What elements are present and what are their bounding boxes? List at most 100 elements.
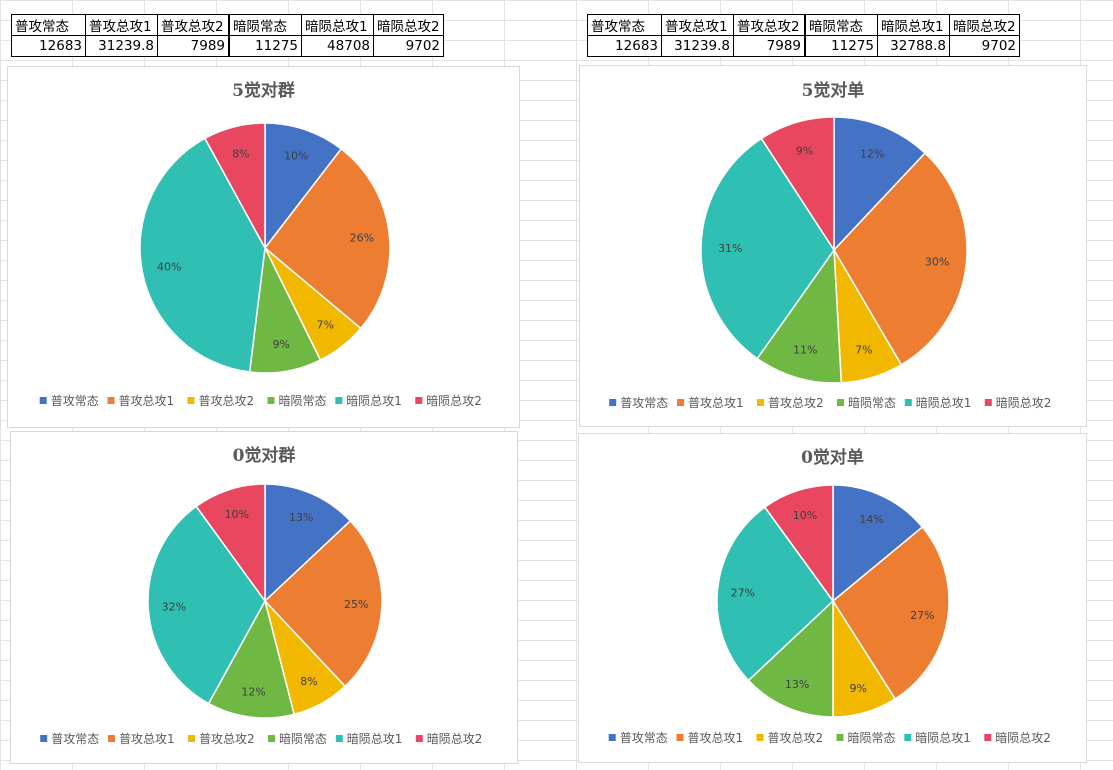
pie-slice-1[interactable]	[833, 116, 927, 252]
slice-data-label: 7%	[855, 343, 872, 356]
value-cell[interactable]: 31239.8	[85, 35, 158, 57]
legend-item[interactable]: 暗陨总攻2	[415, 393, 482, 408]
legend-swatch	[335, 735, 343, 742]
legend-item[interactable]: 普攻总攻1	[676, 731, 744, 745]
legend-item[interactable]: 普攻总攻2	[756, 731, 824, 745]
value-cell[interactable]: 7989	[157, 35, 230, 57]
pie-slices	[139, 122, 391, 374]
pie-slice-2[interactable]	[833, 151, 968, 366]
legend-item[interactable]: 普攻常态	[39, 394, 99, 408]
legend-swatch	[904, 734, 912, 741]
pie-chart-svg: 0觉对群 13% 25% 8% 12% 32% 10% 普攻常态 普攻总攻1 普攻总攻2 暗陨常态 暗…	[40, 445, 482, 746]
value-cell[interactable]: 11275	[228, 35, 302, 57]
slice-data-label: 30%	[925, 256, 949, 269]
value-cell[interactable]: 9702	[373, 35, 444, 57]
header-cell[interactable]: 普攻总攻2	[157, 14, 230, 36]
legend-item[interactable]: 暗陨常态	[268, 731, 327, 746]
slice-data-label: 7%	[316, 319, 333, 332]
legend-item[interactable]: 暗陨总攻2	[415, 731, 483, 746]
chart-legend: 普攻常态 普攻总攻1 普攻总攻2 暗陨常态 暗陨总攻1 暗陨总攻2	[40, 731, 482, 746]
header-cell[interactable]: 普攻总攻2	[733, 14, 806, 36]
chart-title: 0觉对群	[233, 445, 296, 466]
pie-slice-2[interactable]	[263, 519, 383, 688]
legend-item[interactable]: 普攻总攻1	[107, 394, 175, 408]
legend-item[interactable]: 暗陨常态	[836, 730, 896, 745]
slice-data-label: 27%	[731, 587, 755, 600]
legend-label: 暗陨总攻2	[426, 393, 482, 408]
legend-item[interactable]: 暗陨总攻2	[984, 395, 1052, 410]
header-cell[interactable]: 暗陨常态	[804, 14, 878, 36]
legend-swatch	[837, 399, 844, 406]
legend-swatch	[187, 397, 195, 404]
legend-item[interactable]: 普攻总攻1	[108, 732, 175, 746]
legend-swatch	[608, 734, 616, 741]
legend-item[interactable]: 普攻常态	[609, 396, 668, 410]
pie-slice-6[interactable]	[760, 116, 835, 253]
pie-slice-1[interactable]	[832, 484, 924, 603]
legend-item[interactable]: 暗陨常态	[837, 395, 896, 410]
value-cell[interactable]: 7989	[733, 35, 806, 57]
pie-slice-5[interactable]	[716, 506, 834, 682]
pie-slice-5[interactable]	[139, 137, 266, 373]
pie-slice-1[interactable]	[264, 122, 343, 251]
pie-slice-2[interactable]	[832, 526, 950, 700]
legend-label: 普攻常态	[51, 732, 99, 746]
header-cell[interactable]: 暗陨总攻1	[301, 14, 374, 36]
header-cell[interactable]: 普攻总攻1	[85, 14, 158, 36]
legend-item[interactable]: 普攻总攻2	[187, 394, 255, 408]
header-cell[interactable]: 暗陨总攻2	[949, 14, 1020, 36]
pie-slice-5[interactable]	[147, 505, 266, 705]
header-cell[interactable]: 普攻总攻1	[661, 14, 734, 36]
legend-swatch	[108, 735, 115, 742]
pie-slice-1[interactable]	[264, 483, 352, 603]
legend-item[interactable]: 暗陨总攻2	[984, 730, 1051, 745]
value-cell[interactable]: 48708	[301, 35, 374, 57]
legend-item[interactable]: 暗陨常态	[267, 393, 327, 408]
pie-slices	[716, 484, 950, 718]
pie-slice-4[interactable]	[207, 598, 296, 719]
value-cell[interactable]: 11275	[804, 35, 878, 57]
pie-slice-4[interactable]	[756, 247, 843, 384]
chart-0jue-single[interactable]: 0觉对单 14% 27% 9% 13% 27% 10% 普攻常态 普攻总攻1 普攻总攻2 暗陨常态 暗…	[578, 433, 1087, 763]
legend-item[interactable]: 普攻常态	[608, 731, 668, 745]
slice-data-label: 26%	[350, 232, 374, 245]
legend-item[interactable]: 暗陨总攻1	[904, 730, 971, 745]
legend-label: 暗陨总攻2	[427, 731, 483, 746]
pie-slice-6[interactable]	[195, 483, 266, 604]
legend-item[interactable]: 普攻总攻1	[677, 396, 744, 410]
chart-legend: 普攻常态 普攻总攻1 普攻总攻2 暗陨常态 暗陨总攻1 暗陨总攻2	[609, 395, 1051, 410]
legend-swatch	[757, 399, 764, 406]
legend-item[interactable]: 普攻常态	[40, 732, 99, 746]
pie-slice-5[interactable]	[700, 137, 835, 360]
legend-label: 暗陨总攻1	[916, 395, 972, 410]
pie-slices	[700, 116, 968, 384]
pie-slice-2[interactable]	[263, 147, 391, 330]
slice-data-label: 40%	[157, 260, 181, 273]
legend-item[interactable]: 暗陨总攻1	[335, 393, 402, 408]
legend-item[interactable]: 暗陨总攻1	[335, 731, 403, 746]
value-cell[interactable]: 12683	[11, 35, 86, 57]
value-cell[interactable]: 32788.8	[877, 35, 950, 57]
slice-data-label: 8%	[232, 148, 249, 161]
legend-item[interactable]: 普攻总攻2	[757, 396, 824, 410]
header-cell[interactable]: 普攻常态	[11, 14, 86, 36]
header-cell[interactable]: 普攻常态	[587, 14, 662, 36]
chart-5jue-single[interactable]: 5觉对单 12% 30% 7% 11% 31% 9% 普攻常态 普攻总攻1 普攻总攻2 暗陨常态 暗陨…	[579, 65, 1087, 427]
header-cell[interactable]: 暗陨总攻1	[877, 14, 950, 36]
chart-5jue-group[interactable]: 5觉对群 10% 26% 7% 9% 40% 8% 普攻常态 普攻总攻1 普攻总攻2 暗陨常态 暗陨总…	[7, 66, 520, 428]
data-labels: 10% 26% 7% 9% 40% 8%	[157, 148, 374, 352]
header-cell[interactable]: 暗陨总攻2	[373, 14, 444, 36]
legend-label: 暗陨常态	[279, 731, 327, 746]
pie-slice-6[interactable]	[203, 122, 266, 249]
pie-slice-6[interactable]	[763, 484, 834, 604]
value-cell[interactable]: 12683	[587, 35, 662, 57]
slice-data-label: 10%	[284, 150, 308, 163]
pie-slice-4[interactable]	[747, 599, 834, 718]
header-cell[interactable]: 暗陨常态	[228, 14, 302, 36]
value-cell[interactable]: 31239.8	[661, 35, 734, 57]
value-cell[interactable]: 9702	[949, 35, 1020, 57]
chart-0jue-group[interactable]: 0觉对群 13% 25% 8% 12% 32% 10% 普攻常态 普攻总攻1 普攻总攻2 暗陨常态 暗…	[10, 431, 518, 764]
legend-label: 暗陨总攻1	[915, 730, 971, 745]
legend-item[interactable]: 暗陨总攻1	[904, 395, 972, 410]
legend-item[interactable]: 普攻总攻2	[188, 732, 255, 746]
